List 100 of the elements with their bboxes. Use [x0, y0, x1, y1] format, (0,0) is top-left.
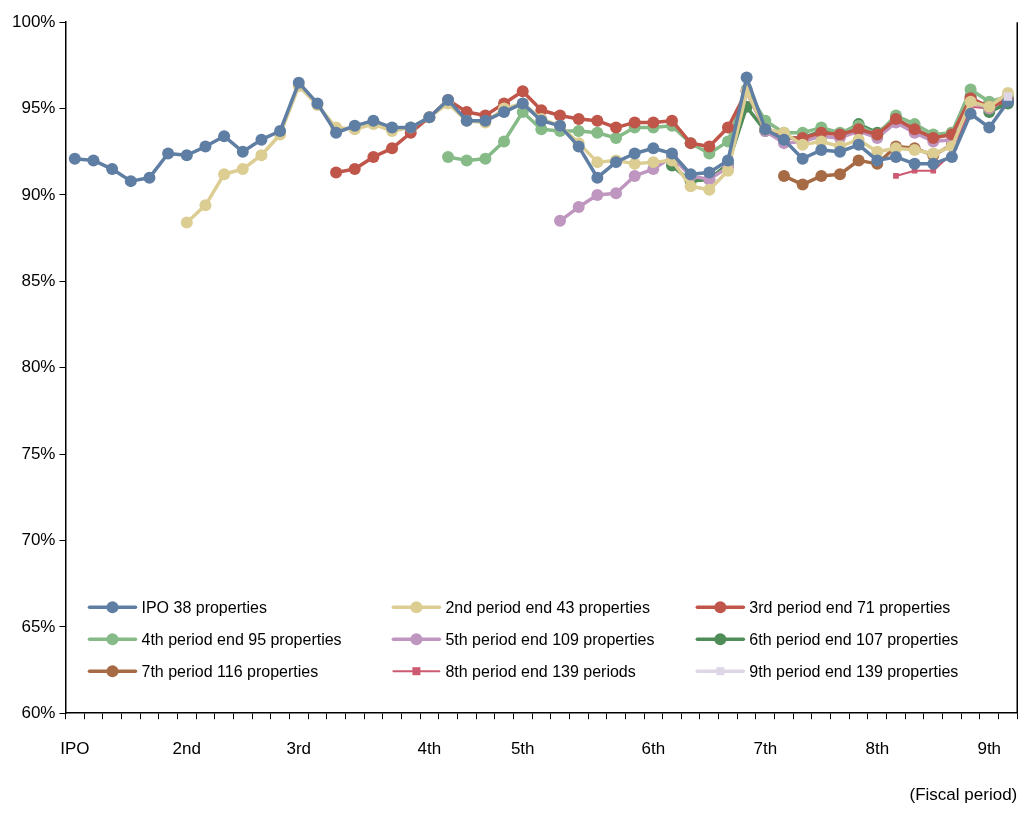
point: [610, 187, 623, 200]
point: [628, 147, 641, 160]
point: [292, 76, 305, 89]
point: [591, 188, 604, 201]
point: [945, 150, 958, 163]
point: [628, 169, 641, 182]
point: [367, 114, 380, 127]
point: [591, 156, 604, 169]
point: [162, 147, 175, 160]
legend-label: 5th period end 109 properties: [445, 630, 655, 648]
point: [983, 121, 996, 134]
x-tick-label: 5th: [510, 739, 535, 759]
legend-label: 6th period end 107 properties: [749, 630, 959, 648]
point: [796, 178, 809, 191]
x-tick-label: IPO: [60, 739, 90, 759]
point: [927, 157, 940, 170]
point: [647, 156, 660, 169]
point: [255, 133, 268, 146]
point: [815, 169, 828, 182]
point: [852, 138, 865, 151]
y-tick-label: 95%: [21, 98, 56, 118]
y-tick-label: 70%: [21, 530, 56, 550]
point: [330, 166, 343, 179]
legend-label: 8th period end 139 periods: [445, 662, 636, 680]
point: [330, 126, 343, 139]
point: [703, 140, 716, 153]
point: [348, 163, 361, 176]
point: [498, 135, 511, 148]
point: [199, 140, 212, 153]
point: [68, 152, 81, 165]
point: [386, 142, 399, 155]
point: [852, 154, 865, 167]
point: [572, 112, 585, 125]
legend-label: IPO 38 properties: [141, 598, 267, 616]
point: [348, 119, 361, 132]
point: [796, 152, 809, 165]
x-tick-label: 4th: [417, 739, 442, 759]
y-tick-label: 75%: [21, 443, 56, 463]
x-tick-label: 7th: [753, 739, 778, 759]
x-tick-label: 6th: [641, 739, 666, 759]
x-tick-label: 3rd: [286, 739, 312, 759]
point: [666, 114, 678, 127]
point: [180, 216, 193, 229]
point: [703, 166, 716, 179]
point: [554, 214, 567, 227]
y-tick-label: 60%: [21, 702, 56, 722]
point: [218, 130, 231, 143]
point: [777, 169, 790, 182]
point: [236, 145, 249, 158]
point: [516, 85, 529, 98]
point: [591, 126, 604, 139]
y-tick-label: 90%: [21, 184, 56, 204]
point: [460, 154, 473, 167]
point: [572, 201, 585, 214]
point: [889, 150, 902, 163]
y-tick-label: 65%: [21, 616, 56, 636]
x-axis-title: (Fiscal period): [909, 785, 1018, 805]
point: [815, 144, 828, 157]
x-tick-label: 8th: [865, 739, 890, 759]
point: [610, 121, 623, 134]
point: [740, 71, 753, 84]
point: [479, 152, 492, 165]
point: [703, 183, 716, 196]
point: [721, 121, 734, 134]
point: [964, 107, 977, 120]
point: [236, 163, 249, 176]
x-tick-label: 2nd: [172, 739, 201, 759]
point: [442, 150, 455, 163]
y-tick-label: 80%: [21, 357, 56, 377]
point: [908, 157, 921, 170]
legend-label: 4th period end 95 properties: [141, 630, 342, 648]
point: [628, 116, 641, 129]
point: [893, 173, 899, 179]
x-tick-label: 9th: [977, 739, 1002, 759]
point: [610, 131, 623, 144]
point: [591, 114, 604, 127]
point: [833, 145, 846, 158]
legend-label: 2nd period end 43 properties: [445, 598, 650, 616]
point: [255, 149, 268, 162]
point: [572, 125, 585, 138]
point: [647, 116, 660, 129]
point: [367, 150, 380, 163]
point: [628, 157, 641, 170]
point: [87, 154, 100, 167]
point: [647, 142, 660, 155]
legend-label: 9th period end 139 properties: [749, 662, 959, 680]
point: [498, 106, 511, 119]
point: [124, 175, 137, 188]
legend-label: 7th period 116 properties: [141, 662, 319, 680]
point: [591, 171, 604, 184]
legend-label: 3rd period end 71 properties: [749, 598, 951, 616]
point: [218, 168, 231, 181]
point: [143, 171, 156, 184]
point: [199, 199, 212, 212]
point: [684, 180, 697, 193]
point: [554, 109, 567, 122]
y-tick-label: 85%: [21, 271, 56, 291]
y-tick-label: 100%: [12, 11, 56, 31]
point: [386, 121, 399, 134]
point: [106, 163, 119, 176]
